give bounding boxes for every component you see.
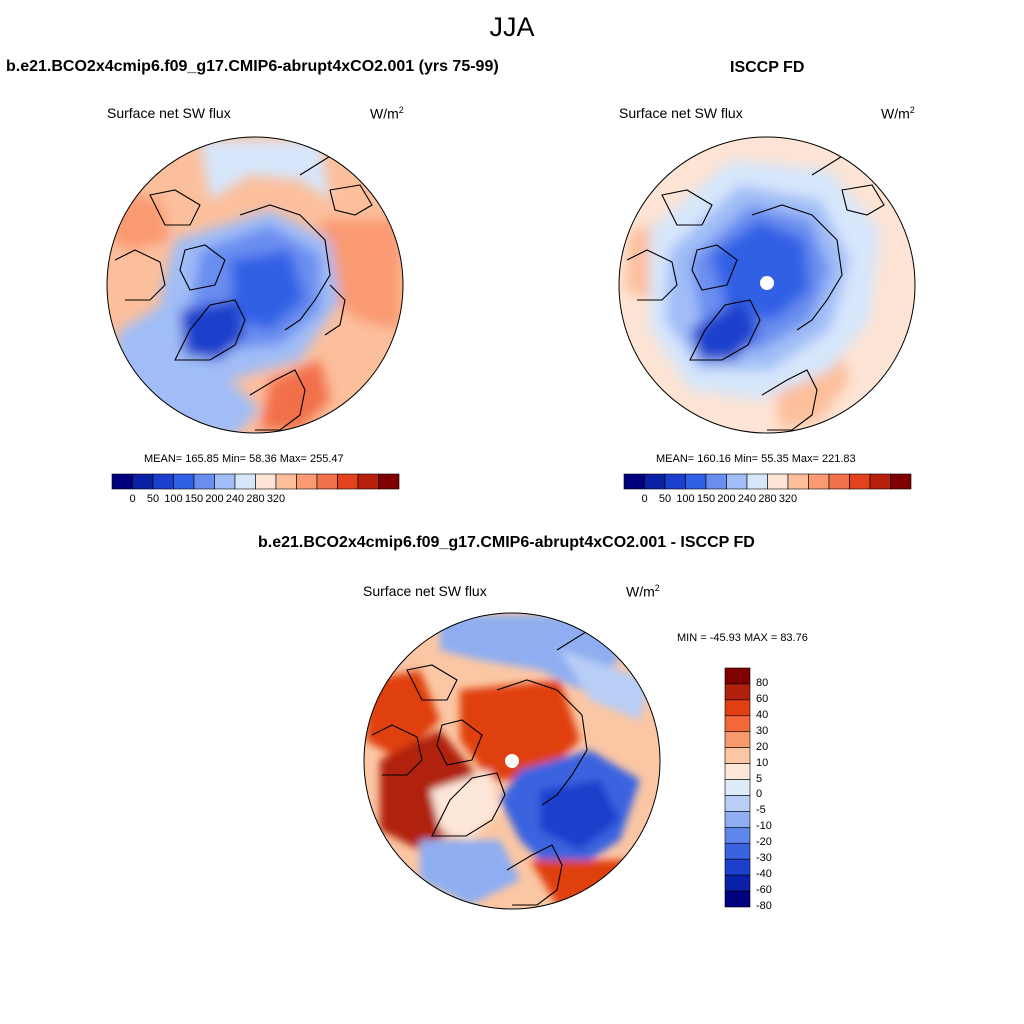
obs-colorbar-swatch [623,473,645,490]
model-polar-map [107,137,403,433]
diff-colorbar-tick-label: 10 [756,756,769,769]
diff-colorbar-swatch [724,858,751,876]
obs-colorbar-swatch [685,473,707,490]
obs-colorbar-swatch [746,473,768,490]
diff-panel-title: b.e21.BCO2x4cmip6.f09_g17.CMIP6-abrupt4x… [258,534,755,551]
obs-colorbar-swatch [808,473,830,490]
model-colorbar-swatch [111,473,133,490]
model-colorbar-swatch [132,473,154,490]
model-colorbar-swatch [173,473,195,490]
diff-colorbar-tick-label: 40 [756,708,769,721]
model-colorbar-swatch [296,473,318,490]
diff-map-border [363,612,661,910]
diff-colorbar-tick-label: 80 [756,676,769,689]
obs-colorbar-swatch [644,473,666,490]
obs-colorbar-tick-label: 100 [676,493,695,505]
diff-colorbar-tick-label: -60 [756,884,772,897]
diff-field-label: Surface net SW flux [363,583,487,599]
model-colorbar-swatch [152,473,174,490]
obs-polar-map [619,137,915,433]
diff-colorbar-swatch [724,842,751,860]
model-colorbar-swatch [337,473,359,490]
model-colorbar-tick-label: 50 [146,493,160,505]
model-coastlines [114,149,396,431]
obs-colorbar-swatch [705,473,727,490]
diff-missing-pole [505,754,519,768]
obs-colorbar-tick-label: 280 [758,493,777,505]
diff-colorbar-swatch [724,747,751,764]
obs-map-border [618,136,916,434]
diff-colorbar-swatch [724,827,751,844]
obs-missing-pole [760,276,774,290]
model-colorbar-tick-label: 280 [246,493,265,505]
obs-units-label: W/m2 [881,105,915,122]
obs-colorbar-tick-label: 320 [778,493,798,505]
model-field-label: Surface net SW flux [107,105,231,121]
diff-colorbar-tick-label: -80 [756,900,772,912]
obs-field-label: Surface net SW flux [619,105,743,121]
diff-colorbar-swatch [724,874,751,892]
diff-colorbar-swatch [724,683,751,701]
obs-colorbar-tick-label: 0 [641,493,648,505]
model-map-border [106,136,404,434]
obs-colorbar-swatch [849,473,871,490]
model-colorbar-swatch [357,473,379,490]
obs-colorbar-swatch [726,473,748,490]
model-colorbar-swatch [378,473,400,490]
diff-colorbar-tick-label: -10 [756,820,772,833]
obs-colorbar-tick-label: 150 [696,493,716,505]
diff-colorbar-tick-label: 30 [756,724,769,737]
model-panel-title: b.e21.BCO2x4cmip6.f09_g17.CMIP6-abrupt4x… [6,58,499,75]
model-colorbar-tick-label: 150 [184,493,204,505]
diff-colorbar-tick-label: 5 [756,772,763,785]
diff-units-label: W/m2 [626,583,660,600]
diff-colorbar-tick-label: 20 [756,740,769,753]
diff-colorbar-tick-label: 0 [756,788,763,801]
obs-colorbar-tick-label: 200 [717,493,736,505]
obs-colorbar-swatch [828,473,850,490]
obs-panel-title: ISCCP FD [730,59,805,76]
obs-colorbar-swatch [664,473,686,490]
model-colorbar-swatch [234,473,256,490]
obs-stats: MEAN= 160.16 Min= 55.35 Max= 221.83 [656,453,856,465]
diff-colorbar [724,667,751,908]
model-colorbar-tick-label: 240 [225,493,245,505]
diff-colorbar-swatch [724,779,751,796]
model-stats: MEAN= 165.85 Min= 58.36 Max= 255.47 [144,453,344,465]
diff-colorbar-swatch [724,890,751,908]
diff-stats: MIN = -45.93 MAX = 83.76 [677,632,808,644]
diff-colorbar-swatch [724,699,751,717]
model-colorbar-swatch [316,473,338,490]
main-title: JJA [489,12,535,42]
diff-colorbar-swatch [724,715,751,733]
obs-colorbar-swatch [767,473,789,490]
model-colorbar-tick-label: 200 [205,493,224,505]
obs-colorbar-swatch [890,473,912,490]
diff-colorbar-swatch [724,811,751,828]
obs-colorbar-swatch [787,473,809,490]
obs-colorbar-tick-label: 240 [737,493,757,505]
diff-colorbar-tick-label: -40 [756,868,772,881]
model-units-label: W/m2 [370,105,404,122]
model-colorbar-tick-label: 0 [129,493,136,505]
model-colorbar [111,473,400,490]
obs-colorbar-swatch [869,473,891,490]
diff-colorbar-swatch [724,763,751,780]
diff-colorbar-swatch [724,667,751,685]
diff-colorbar-tick-label: -30 [756,852,772,865]
obs-colorbar [623,473,912,490]
diff-colorbar-tick-label: -20 [756,836,772,849]
diff-colorbar-swatch [724,731,751,748]
model-colorbar-swatch [193,473,215,490]
diff-colorbar-tick-label: 60 [756,692,769,705]
model-colorbar-swatch [255,473,277,490]
model-colorbar-swatch [275,473,297,490]
obs-colorbar-tick-label: 50 [658,493,672,505]
model-colorbar-tick-label: 320 [266,493,286,505]
model-colorbar-tick-label: 100 [164,493,183,505]
diff-colorbar-swatch [724,795,751,812]
diff-colorbar-tick-label: -5 [756,804,766,817]
model-colorbar-swatch [214,473,236,490]
